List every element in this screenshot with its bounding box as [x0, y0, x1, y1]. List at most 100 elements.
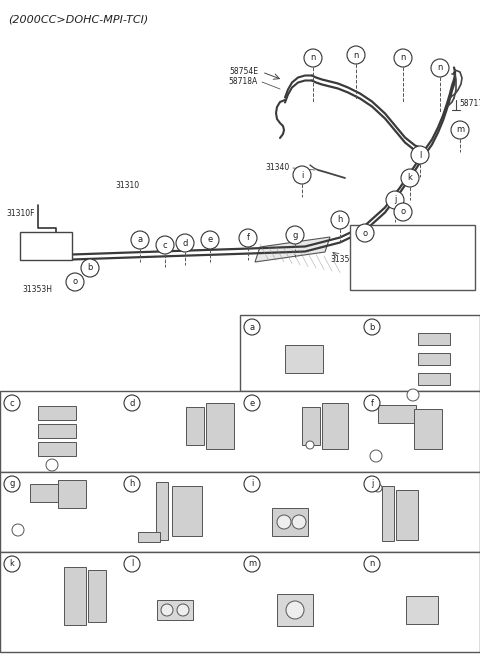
Text: 31125M: 31125M — [80, 446, 107, 452]
Text: 1327AC: 1327AC — [384, 453, 410, 459]
Bar — [240, 315, 480, 391]
Bar — [285, 345, 323, 373]
Circle shape — [401, 169, 419, 187]
Circle shape — [4, 476, 20, 492]
Text: 33067F: 33067F — [88, 487, 113, 493]
Bar — [30, 484, 65, 502]
Circle shape — [81, 259, 99, 277]
Circle shape — [46, 459, 58, 471]
Circle shape — [347, 46, 365, 64]
Text: 58752C: 58752C — [266, 560, 301, 570]
Bar — [350, 225, 475, 290]
Circle shape — [286, 226, 304, 244]
Circle shape — [306, 441, 314, 449]
Text: h: h — [129, 480, 135, 489]
Circle shape — [244, 556, 260, 572]
Text: n: n — [369, 560, 375, 568]
Circle shape — [124, 556, 140, 572]
Text: 31324R: 31324R — [78, 505, 104, 511]
Bar — [58, 480, 86, 508]
Text: 31340: 31340 — [266, 164, 290, 173]
Text: 31328H: 31328H — [416, 531, 442, 537]
Text: o: o — [72, 277, 78, 286]
Circle shape — [431, 59, 449, 77]
Circle shape — [244, 395, 260, 411]
Text: 31328F: 31328F — [80, 410, 105, 416]
Bar — [414, 409, 442, 449]
Circle shape — [286, 601, 304, 619]
Bar — [138, 532, 160, 542]
Circle shape — [451, 121, 469, 139]
Text: 1327AC: 1327AC — [28, 527, 54, 533]
Text: m: m — [248, 560, 256, 568]
Circle shape — [394, 203, 412, 221]
Text: f: f — [371, 399, 373, 407]
Text: d: d — [182, 238, 188, 248]
Text: 31324J: 31324J — [246, 413, 270, 419]
Text: o: o — [362, 229, 368, 237]
Text: l: l — [131, 560, 133, 568]
Bar — [64, 567, 86, 625]
Text: m: m — [456, 125, 464, 135]
Circle shape — [244, 476, 260, 492]
Text: 31310: 31310 — [115, 181, 139, 191]
Text: e: e — [207, 235, 213, 244]
Text: 31324G: 31324G — [453, 356, 479, 362]
Circle shape — [407, 389, 419, 401]
Circle shape — [411, 146, 429, 164]
Circle shape — [370, 450, 382, 462]
Text: j: j — [371, 480, 373, 489]
Circle shape — [156, 236, 174, 254]
Text: 1129EE: 1129EE — [193, 535, 218, 541]
Text: 1129EE: 1129EE — [246, 443, 273, 449]
Text: 58718A: 58718A — [229, 78, 258, 87]
Circle shape — [176, 234, 194, 252]
Text: 31328G: 31328G — [188, 454, 216, 460]
Text: 31324K: 31324K — [208, 489, 233, 495]
Text: b: b — [369, 323, 375, 332]
Text: 31328K: 31328K — [446, 416, 471, 422]
Circle shape — [124, 476, 140, 492]
Bar — [0, 472, 480, 552]
Text: d: d — [129, 399, 135, 407]
Text: n: n — [437, 64, 443, 72]
Text: h: h — [337, 215, 343, 225]
Bar — [20, 232, 72, 260]
Text: b: b — [87, 263, 93, 273]
Circle shape — [356, 224, 374, 242]
Circle shape — [331, 211, 349, 229]
Bar — [322, 403, 348, 449]
Bar — [406, 596, 438, 624]
Text: 31125M: 31125M — [453, 376, 480, 382]
Bar — [277, 594, 313, 626]
Text: 58752A: 58752A — [146, 560, 181, 570]
Bar — [38, 406, 76, 420]
Circle shape — [161, 604, 173, 616]
Bar — [38, 442, 76, 456]
Text: c: c — [163, 240, 168, 250]
Text: n: n — [353, 51, 359, 60]
Text: 31324: 31324 — [446, 431, 467, 437]
Text: f: f — [247, 233, 250, 242]
Bar — [172, 486, 202, 536]
Circle shape — [277, 515, 291, 529]
Bar — [156, 482, 168, 540]
Text: 31126B: 31126B — [10, 462, 36, 468]
Circle shape — [12, 524, 24, 536]
Text: j: j — [394, 196, 396, 204]
Text: 58752B: 58752B — [386, 560, 421, 570]
Circle shape — [239, 229, 257, 247]
Bar — [0, 391, 480, 472]
Text: 31350A: 31350A — [330, 256, 360, 265]
Circle shape — [394, 49, 412, 67]
Bar — [396, 490, 418, 540]
Circle shape — [201, 231, 219, 249]
Text: 1472AV: 1472AV — [31, 244, 60, 252]
Text: g: g — [292, 231, 298, 240]
Circle shape — [4, 395, 20, 411]
Text: 1129EE: 1129EE — [416, 489, 441, 495]
Circle shape — [304, 49, 322, 67]
Circle shape — [4, 556, 20, 572]
Bar — [378, 405, 416, 423]
Bar — [88, 570, 106, 622]
